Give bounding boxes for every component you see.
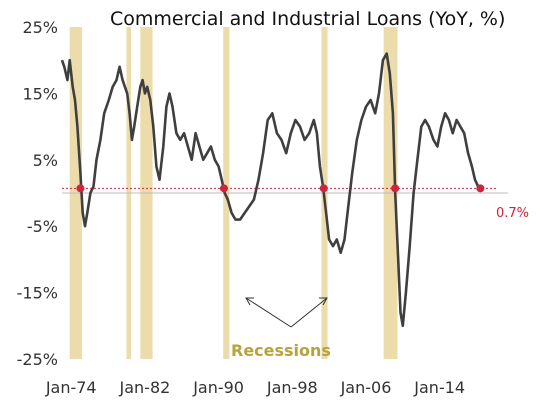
annotation-arrowhead-right <box>319 297 328 306</box>
recession-marker-4 <box>391 184 400 193</box>
last-value-label: 0.7% <box>496 206 529 221</box>
y-axis-ticks: 25% 15% 5% -5% -15% -25% <box>17 18 58 369</box>
y-tick-label: -25% <box>17 350 58 369</box>
x-tick-label: Jan-74 <box>45 378 97 397</box>
chart-title: Commercial and Industrial Loans (YoY, %) <box>110 8 505 30</box>
x-tick-label: Jan-90 <box>192 378 244 397</box>
recession-marker-2 <box>219 184 228 193</box>
x-tick-label: Jan-14 <box>413 378 465 397</box>
recession-marker-3 <box>319 184 328 193</box>
recessions-annotation: Recessions <box>231 297 331 360</box>
x-axis-ticks: Jan-74 Jan-82 Jan-90 Jan-98 Jan-06 Jan-14 <box>45 378 465 397</box>
y-tick-label: 15% <box>22 84 58 103</box>
y-tick-label: 25% <box>22 18 58 37</box>
x-tick-label: Jan-06 <box>340 378 392 397</box>
annotation-arrow-left <box>245 297 292 328</box>
annotation-arrowhead-left <box>245 297 254 306</box>
recession-markers <box>76 184 485 193</box>
y-tick-label: -5% <box>27 217 58 236</box>
x-tick-label: Jan-98 <box>266 378 318 397</box>
x-tick-label: Jan-82 <box>119 378 171 397</box>
annotation-arrow-right <box>290 297 328 328</box>
y-tick-label: 5% <box>33 151 58 170</box>
recession-marker-5 <box>476 184 485 193</box>
recessions-label: Recessions <box>231 341 331 360</box>
recession-marker-1 <box>76 184 85 193</box>
series-line <box>60 52 482 328</box>
y-tick-label: -15% <box>17 284 58 303</box>
